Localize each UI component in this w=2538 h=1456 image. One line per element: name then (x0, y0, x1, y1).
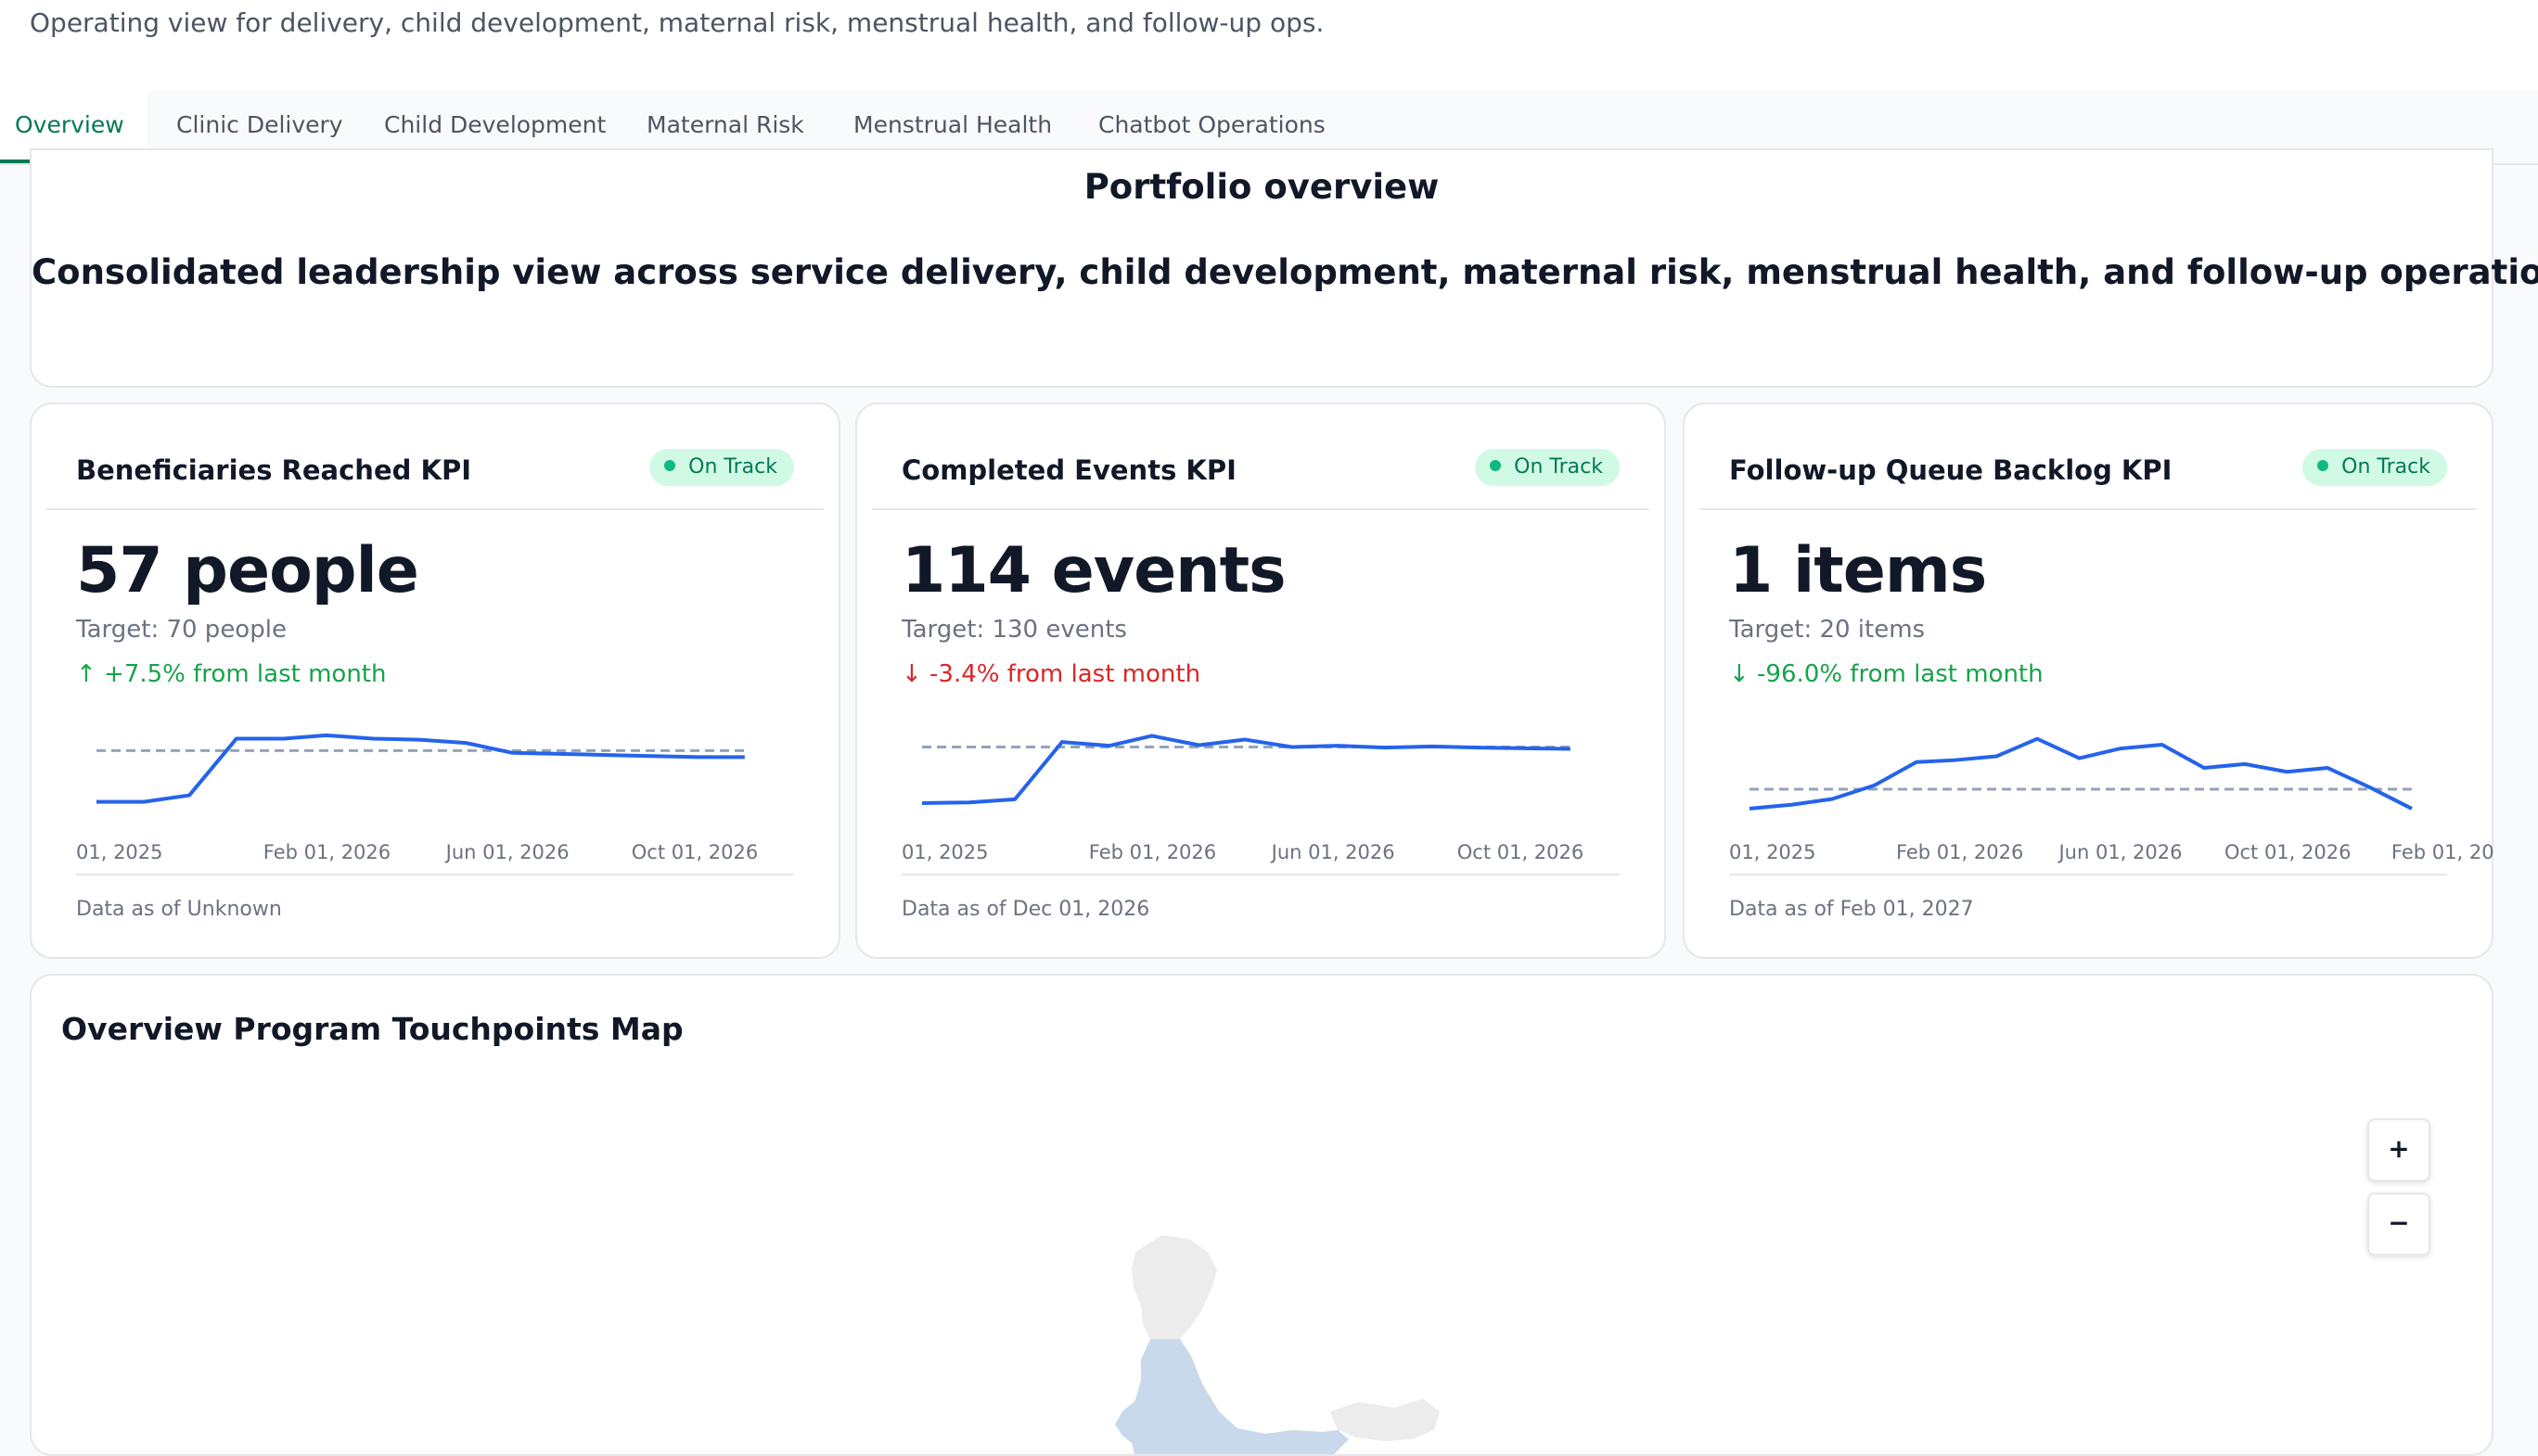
plus-icon: + (2388, 1133, 2410, 1164)
tab-maternal-risk[interactable]: Maternal Risk (647, 111, 804, 138)
divider (1729, 874, 2447, 875)
x-tick-label: Oct 01, 2026 (2224, 841, 2352, 863)
kpi-value: 1 items (1729, 534, 1987, 607)
divider (1699, 508, 2477, 510)
divider (76, 874, 794, 875)
series-line (1749, 736, 2413, 811)
x-tick-label: Feb 01, 2027 (2391, 841, 2495, 863)
data-as-of: Data as of Unknown (76, 898, 282, 921)
divider (902, 874, 1620, 875)
divider (872, 508, 1649, 510)
tab-clinic-delivery[interactable]: Clinic Delivery (176, 111, 343, 138)
status-dot-icon (1490, 460, 1502, 471)
touchpoints-map-card: Overview Program Touchpoints Map + − (30, 974, 2493, 1456)
status-badge: On Track (649, 449, 794, 486)
status-dot-icon (2317, 460, 2329, 471)
kpi-title: Completed Events KPI (902, 454, 1237, 486)
kpi-delta: ↓ -96.0% from last month (1729, 660, 2044, 688)
kpi-target: Target: 70 people (76, 616, 287, 644)
kpi-value: 57 people (76, 534, 419, 607)
kpi-card-completed-events: Completed Events KPI On Track 114 events… (855, 402, 1666, 959)
x-tick-label: Feb 01, 2026 (263, 841, 391, 863)
kpi-target: Target: 20 items (1729, 616, 1926, 644)
kpi-title: Follow-up Queue Backlog KPI (1729, 454, 2173, 486)
data-as-of: Data as of Dec 01, 2026 (902, 898, 1150, 921)
x-tick-label: Jun 01, 2026 (2057, 841, 2182, 863)
map-region-north (1132, 1235, 1217, 1345)
tab-child-development[interactable]: Child Development (384, 111, 607, 138)
x-tick-label: 01, 2025 (1729, 841, 1816, 863)
zoom-in-button[interactable]: + (2367, 1118, 2430, 1181)
kpi-sparkline-chart: 01, 2025 Feb 01, 2026 Jun 01, 2026 Oct 01, … (1729, 736, 2495, 863)
minus-icon: − (2388, 1207, 2410, 1238)
x-tick-label: 01, 2025 (902, 841, 989, 863)
map-region-northeast (1330, 1399, 1440, 1441)
kpi-title: Beneficiaries Reached KPI (76, 454, 471, 486)
kpi-delta: ↓ -3.4% from last month (902, 660, 1201, 688)
kpi-card-follow-up-backlog: Follow-up Queue Backlog KPI On Track 1 i… (1683, 402, 2495, 959)
portfolio-overview-title: Portfolio overview (1083, 167, 1440, 207)
x-tick-label: Jun 01, 2026 (1270, 841, 1395, 863)
kpi-sparkline-chart: 01, 2025 Feb 01, 2026 Jun 01, 2026 Oct 01, … (76, 733, 759, 863)
status-badge: On Track (2302, 449, 2447, 486)
x-tick-label: Jun 01, 2026 (444, 841, 570, 863)
status-badge-label: On Track (2341, 455, 2430, 479)
page-subtitle: Operating view for delivery, child devel… (30, 7, 1325, 38)
map-title: Overview Program Touchpoints Map (61, 1011, 684, 1047)
kpi-sparkline-chart: 01, 2025 Feb 01, 2026 Jun 01, 2026 Oct 01, … (902, 734, 1584, 863)
status-dot-icon (664, 460, 676, 471)
portfolio-overview-card: Portfolio overview Consolidated leadersh… (30, 148, 2538, 388)
map-land-india (1115, 1339, 1349, 1454)
x-tick-label: Oct 01, 2026 (632, 841, 759, 863)
page-header: Operating view for delivery, child devel… (0, 0, 2538, 93)
x-tick-label: Oct 01, 2026 (1457, 841, 1584, 863)
tab-menstrual-health[interactable]: Menstrual Health (853, 111, 1053, 138)
divider (46, 508, 824, 510)
status-badge-label: On Track (688, 455, 777, 479)
kpi-target: Target: 130 events (902, 616, 1127, 644)
series-line (96, 733, 745, 804)
portfolio-overview-description: Consolidated leadership view across serv… (32, 252, 2538, 292)
kpi-delta: ↑ +7.5% from last month (76, 660, 387, 688)
kpi-card-beneficiaries: Beneficiaries Reached KPI On Track 57 pe… (30, 402, 840, 959)
x-tick-label: Feb 01, 2026 (1896, 841, 2023, 863)
data-as-of: Data as of Feb 01, 2027 (1729, 898, 1974, 921)
zoom-out-button[interactable]: − (2367, 1193, 2430, 1256)
touchpoints-map[interactable] (32, 976, 2493, 1456)
status-badge-label: On Track (1514, 455, 1603, 479)
x-tick-label: Feb 01, 2026 (1089, 841, 1216, 863)
kpi-value: 114 events (902, 534, 1287, 607)
x-tick-label: 01, 2025 (76, 841, 163, 863)
status-badge: On Track (1475, 449, 1620, 486)
tab-chatbot-operations[interactable]: Chatbot Operations (1098, 111, 1326, 138)
series-line (921, 734, 1570, 805)
